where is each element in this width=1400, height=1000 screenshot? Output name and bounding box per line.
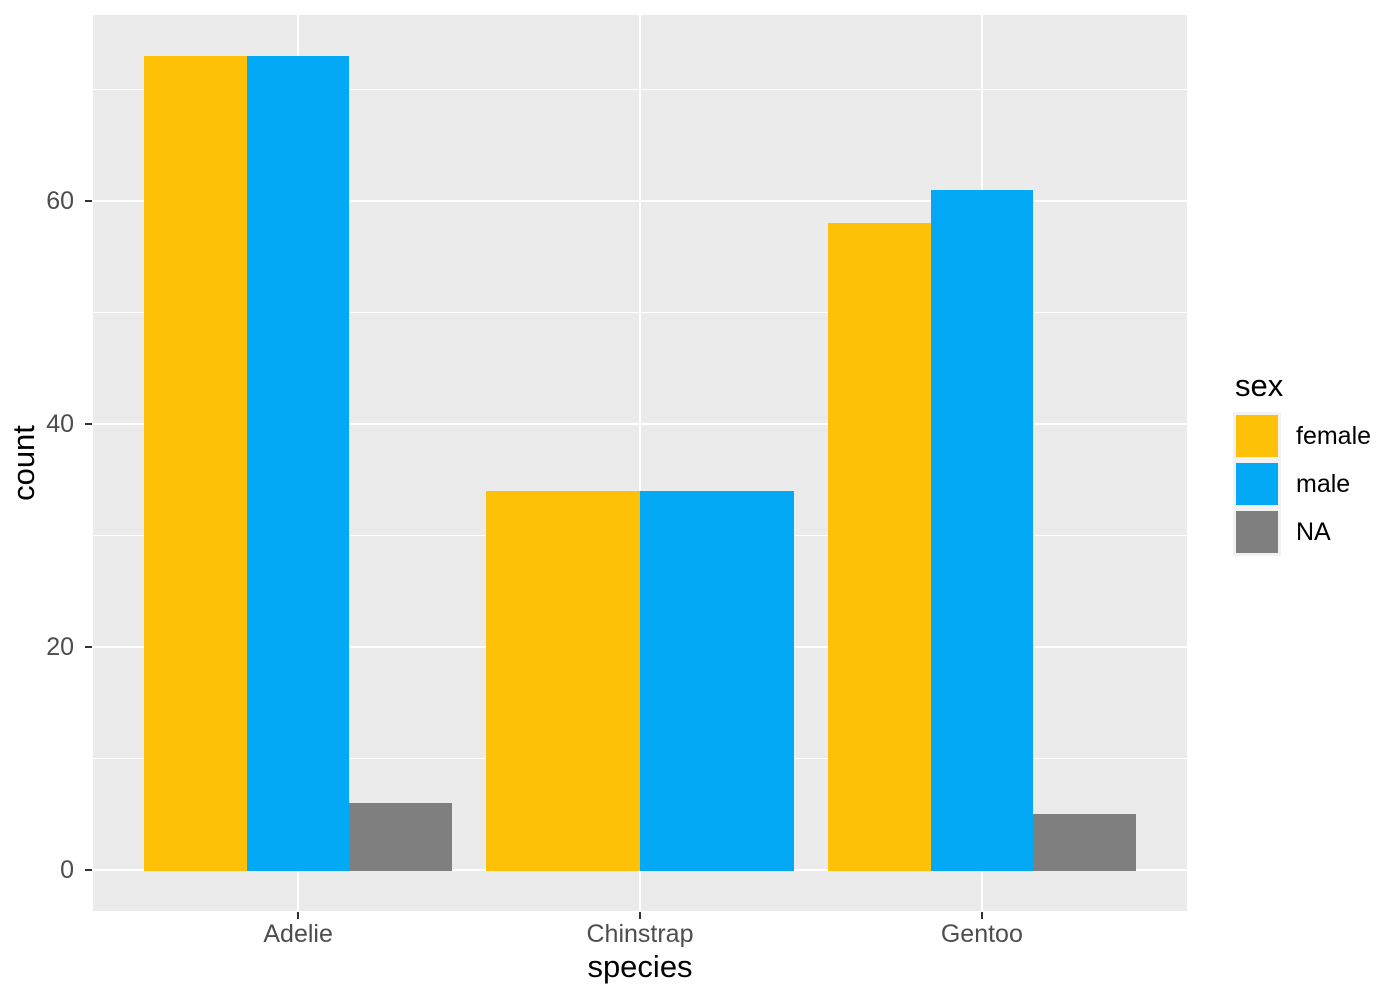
gridline-x-major-chinstrap [638,15,642,911]
legend-key-female [1233,412,1281,460]
x-tick-mark-gentoo [980,912,984,919]
x-tick-mark-adelie [296,912,300,919]
legend-label-female: female [1296,422,1372,450]
legend-key-na [1233,508,1281,556]
legend-label-male: male [1296,470,1351,498]
plot-panel [93,15,1187,911]
y-tick-mark-0 [85,869,92,872]
legend-swatch-female [1236,415,1278,457]
y-tick-mark-20 [85,645,92,649]
legend-title: sex [1235,368,1284,403]
y-tick-mark-60 [85,199,92,202]
x-tick-mark-chinstrap [638,912,642,919]
y-tick-label-0: 0 [60,856,74,885]
x-tick-label-chinstrap: Chinstrap [586,920,694,948]
bar-gentoo-na [1033,814,1136,872]
bar-adelie-male [246,55,350,872]
bar-chinstrap-female [486,490,640,872]
y-tick-label-40: 40 [46,409,74,438]
legend-label-na: NA [1296,518,1331,546]
bar-chinstrap-male [640,490,794,872]
bar-gentoo-female [828,223,931,872]
y-tick-label-60: 60 [46,186,74,215]
bar-adelie-female [144,55,247,872]
legend-swatch-na [1236,511,1278,553]
legend-key-male [1233,460,1281,508]
bar-adelie-na [349,803,452,872]
y-tick-label-20: 20 [46,633,74,662]
x-tick-label-gentoo: Gentoo [940,920,1023,948]
x-tick-label-adelie: Adelie [263,920,333,948]
bar-gentoo-male [930,189,1034,872]
legend-swatch-male [1236,463,1278,505]
x-axis-title: species [587,949,693,984]
y-tick-mark-40 [85,422,92,426]
